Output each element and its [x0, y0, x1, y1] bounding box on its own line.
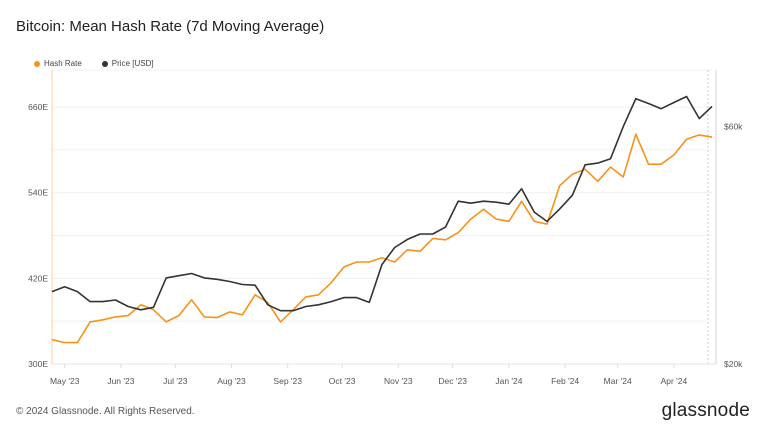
hash-rate-swatch-icon: [34, 60, 40, 67]
left-tick-label: 540E: [28, 188, 48, 198]
right-tick-label: $60k: [724, 122, 743, 132]
x-tick-label: Aug '23: [217, 376, 246, 386]
x-tick-label: Oct '23: [329, 376, 356, 386]
x-tick-label: Feb '24: [551, 376, 579, 386]
x-tick-label: Nov '23: [384, 376, 413, 386]
price-line: [51, 95, 713, 312]
legend-item-price[interactable]: Price [USD]: [101, 59, 154, 68]
legend-item-hash-rate[interactable]: Hash Rate: [34, 59, 82, 68]
left-tick-label: 300E: [28, 359, 48, 369]
price-swatch-icon: [101, 60, 108, 67]
x-tick-label: Dec '23: [438, 376, 467, 386]
chart-title: Bitcoin: Mean Hash Rate (7d Moving Avera…: [16, 18, 325, 35]
x-tick-label: Mar '24: [604, 376, 632, 386]
x-tick-label: Sep '23: [273, 376, 302, 386]
x-tick-label: Jan '24: [495, 376, 522, 386]
x-tick-label: Jun '23: [107, 376, 134, 386]
legend-label-hash-rate: Hash Rate: [44, 59, 82, 68]
left-tick-label: 660E: [28, 102, 48, 112]
copyright: © 2024 Glassnode. All Rights Reserved.: [16, 406, 195, 417]
x-tick-label: May '23: [50, 376, 80, 386]
right-tick-label: $20k: [724, 359, 743, 369]
legend: Hash Rate Price [USD]: [34, 59, 154, 68]
x-tick-label: Apr '24: [661, 376, 688, 386]
hash-rate-line: [51, 133, 713, 344]
legend-label-price: Price [USD]: [111, 59, 154, 68]
left-tick-label: 420E: [28, 273, 48, 283]
glassnode-logo: glassnode: [661, 400, 750, 421]
x-tick-label: Jul '23: [163, 376, 188, 386]
